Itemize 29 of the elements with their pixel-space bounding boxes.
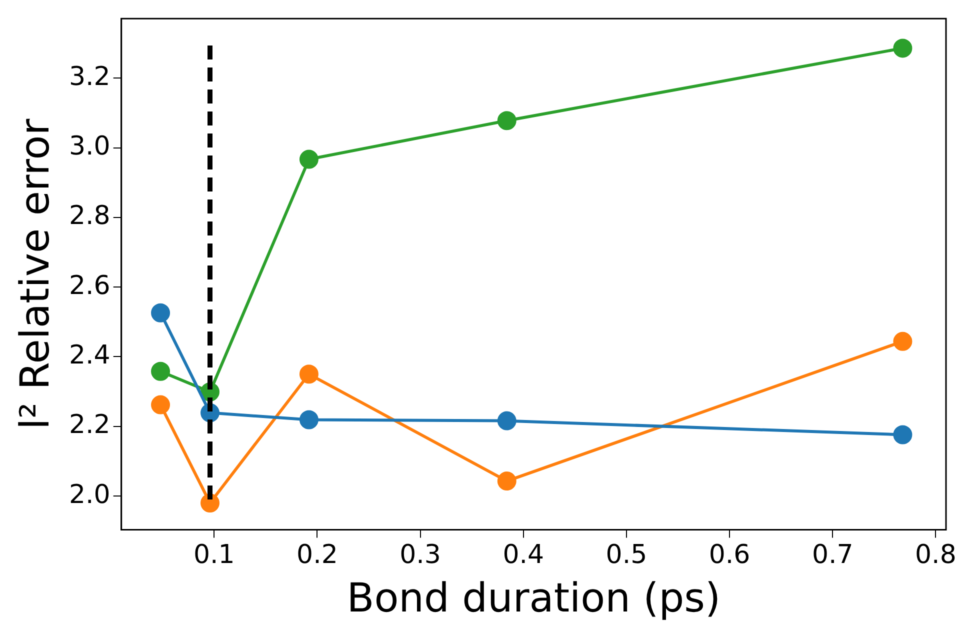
point xyxy=(151,395,170,414)
y-tick-label: 2.4 xyxy=(68,340,110,370)
x-axis-title: Bond duration (ps) xyxy=(346,575,721,622)
y-tick-label: 2.0 xyxy=(68,480,110,510)
point xyxy=(893,425,912,444)
x-tick-label: 0.3 xyxy=(400,540,441,570)
y-axis-title: l² Relative error xyxy=(12,118,58,430)
x-tick-label: 0.5 xyxy=(606,540,648,570)
point xyxy=(151,362,170,381)
x-tick-label: 0.1 xyxy=(193,540,235,570)
y-tick-label: 2.2 xyxy=(68,410,110,440)
x-tick-label: 0.7 xyxy=(812,540,854,570)
point xyxy=(893,38,912,58)
point xyxy=(151,303,170,322)
y-tick-label: 3.0 xyxy=(68,132,110,162)
y-tick-label: 2.8 xyxy=(68,201,110,232)
point xyxy=(893,332,912,351)
point xyxy=(299,150,318,169)
point xyxy=(299,364,318,384)
point xyxy=(497,111,516,130)
x-tick-label: 0.6 xyxy=(708,540,750,570)
y-tick-label: 3.2 xyxy=(68,62,110,92)
x-tick-label: 0.4 xyxy=(502,540,544,570)
point xyxy=(299,410,318,430)
x-tick-label: 0.2 xyxy=(296,540,338,570)
x-tick-label: 0.8 xyxy=(915,540,956,570)
y-tick-label: 2.6 xyxy=(68,270,110,301)
point xyxy=(497,411,516,430)
point xyxy=(497,472,516,491)
